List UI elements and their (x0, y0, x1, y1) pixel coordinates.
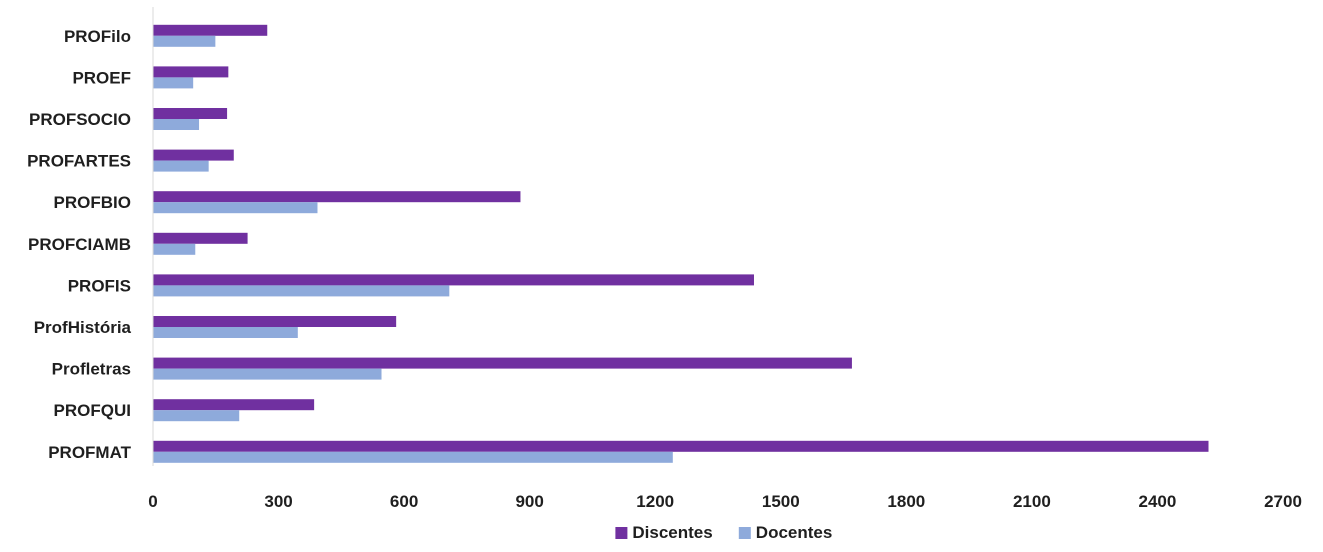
bar-discentes (153, 316, 397, 327)
bar-docentes (153, 119, 200, 130)
legend-label-docentes: Docentes (756, 523, 833, 542)
bar-docentes (153, 202, 318, 214)
x-tick-labels: 0 300 600 900 1200 1500 1800 2100 2400 2700 (148, 492, 1302, 511)
bar-discentes (153, 357, 852, 369)
x-tick-label: 0 (148, 492, 157, 511)
x-tick-label: 1500 (762, 492, 800, 511)
legend-label-discentes: Discentes (632, 523, 712, 542)
bar-discentes (153, 149, 234, 161)
bar-discentes (153, 108, 228, 119)
bar-docentes (153, 451, 673, 463)
legend-swatch-docentes (738, 527, 751, 539)
legend: Discentes Docentes (615, 523, 832, 542)
x-tick-label: 1200 (636, 492, 674, 511)
bars (153, 24, 1209, 463)
category-label: ProfHistória (34, 318, 132, 337)
bar-discentes (153, 232, 248, 244)
category-label: PROFilo (64, 27, 131, 46)
bar-docentes (153, 327, 298, 338)
category-label: PROFCIAMB (28, 235, 131, 254)
category-label: PROFIS (68, 276, 131, 295)
bar-discentes (153, 399, 315, 411)
bar-docentes (153, 368, 382, 380)
category-label: PROEF (72, 68, 131, 87)
legend-swatch-discentes (615, 527, 628, 539)
category-label: PROFQUI (54, 401, 131, 420)
x-tick-label: 1800 (887, 492, 925, 511)
bar-discentes (153, 274, 754, 286)
x-tick-label: 600 (390, 492, 418, 511)
bar-docentes (153, 285, 450, 297)
category-label: PROFSOCIO (29, 110, 131, 129)
bar-discentes (153, 66, 229, 78)
bar-discentes (153, 24, 268, 36)
bar-docentes (153, 35, 216, 47)
category-label: PROFMAT (48, 443, 131, 462)
category-label: Profletras (52, 360, 131, 379)
bar-docentes (153, 410, 240, 422)
bar-docentes (153, 243, 196, 255)
bar-discentes (153, 191, 521, 203)
category-label: PROFBIO (54, 193, 131, 212)
x-tick-label: 2100 (1013, 492, 1051, 511)
bar-discentes (153, 440, 1209, 452)
category-label: PROFARTES (27, 152, 131, 171)
x-tick-label: 900 (515, 492, 543, 511)
bar-docentes (153, 77, 194, 89)
x-tick-label: 2700 (1264, 492, 1302, 511)
bar-docentes (153, 160, 209, 172)
category-labels: PROFilo PROEF PROFSOCIO PROFARTES PROFBIO PRO… (27, 27, 132, 462)
x-tick-label: 300 (264, 492, 292, 511)
x-tick-label: 2400 (1139, 492, 1177, 511)
